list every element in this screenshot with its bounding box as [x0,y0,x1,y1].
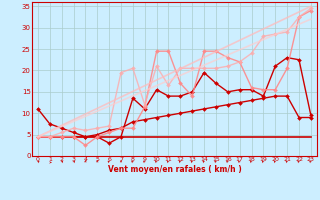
X-axis label: Vent moyen/en rafales ( km/h ): Vent moyen/en rafales ( km/h ) [108,165,241,174]
